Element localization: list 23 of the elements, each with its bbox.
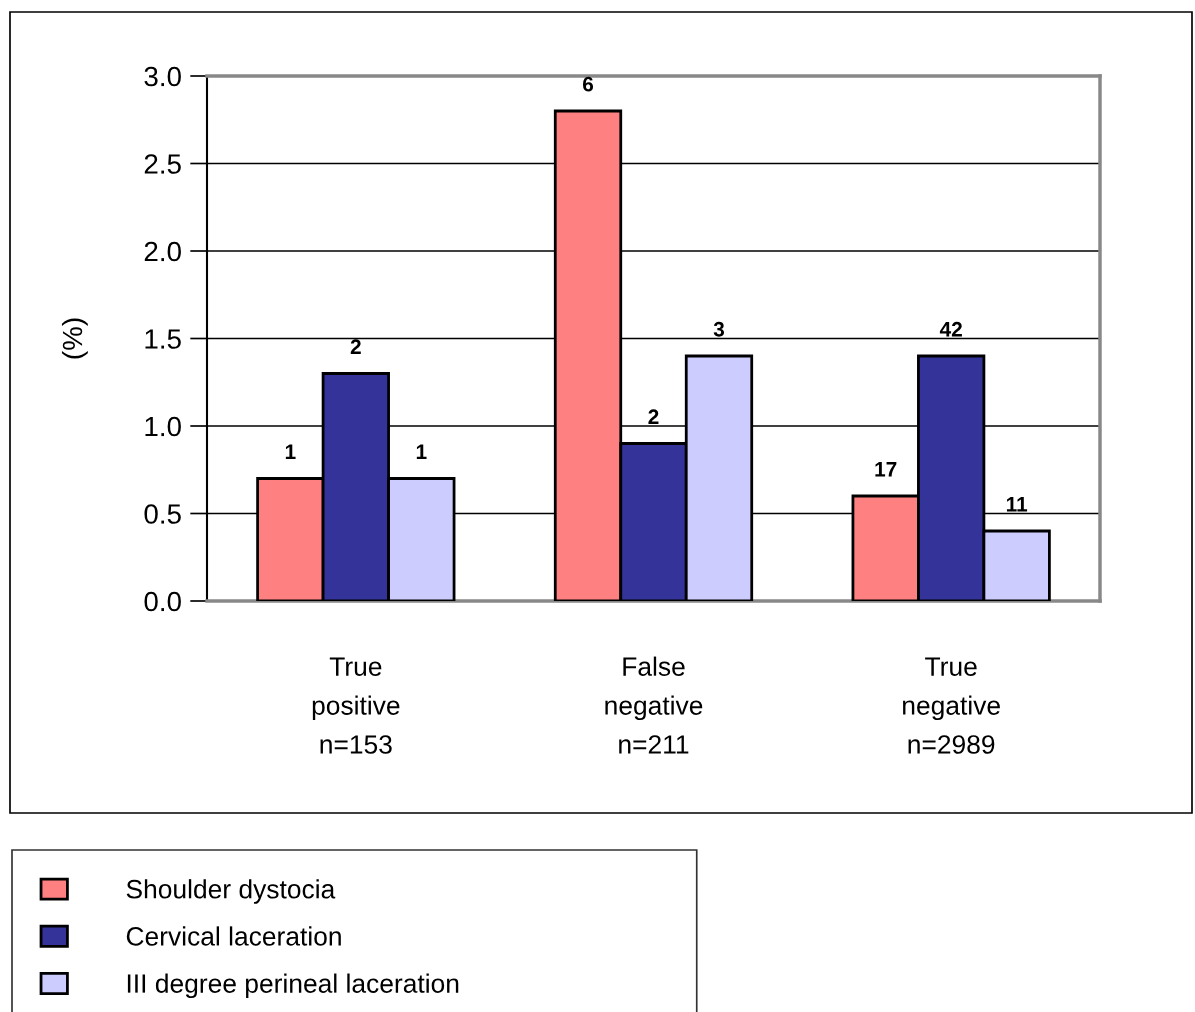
y-tick-label: 2.0 bbox=[144, 241, 181, 262]
x-tick-label: True negative n=2989 bbox=[903, 657, 1000, 754]
y-tick-label: 2.5 bbox=[144, 154, 181, 174]
y-tick-label: 0.5 bbox=[144, 504, 181, 524]
x-tick-label: False negative n=211 bbox=[605, 656, 703, 754]
annotation: 3 bbox=[713, 321, 725, 337]
y-tick-label: 0.0 bbox=[144, 591, 181, 612]
y-axis-title: (%) bbox=[61, 318, 88, 359]
x-tick-label: True positive n=153 bbox=[312, 657, 400, 754]
legend-label: Cervical laceration bbox=[126, 926, 341, 946]
annotation: 1 bbox=[416, 444, 427, 459]
annotation: 6 bbox=[582, 76, 594, 92]
annotation: 11 bbox=[1006, 497, 1028, 512]
annotation: 2 bbox=[648, 409, 659, 424]
annotation: 1 bbox=[285, 444, 296, 459]
annotation: 17 bbox=[875, 462, 897, 477]
annotation: 42 bbox=[939, 321, 962, 337]
y-tick-label: 1.0 bbox=[145, 416, 181, 437]
annotation: 2 bbox=[350, 339, 361, 354]
y-tick-label: 1.5 bbox=[145, 329, 181, 349]
legend-label: III degree perineal laceration bbox=[127, 973, 459, 999]
y-tick-label: 3.0 bbox=[144, 66, 181, 87]
legend-label: Shoulder dystocia bbox=[126, 879, 336, 904]
